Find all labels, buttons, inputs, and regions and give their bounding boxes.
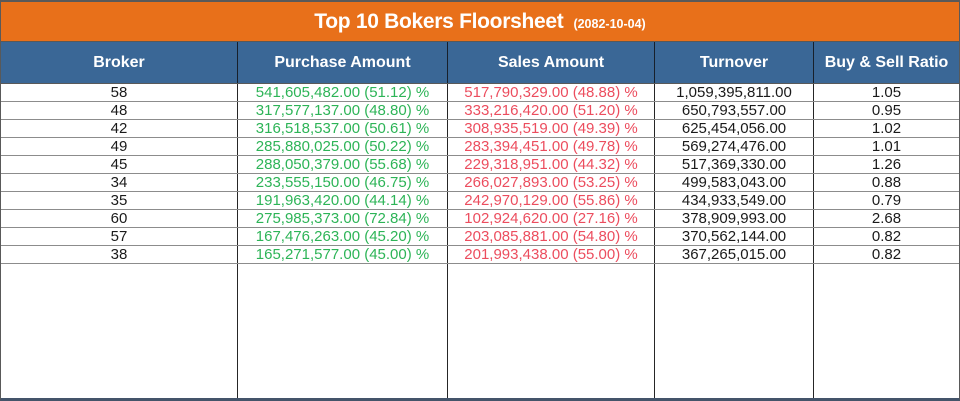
turnover-cell: 370,562,144.00 bbox=[655, 228, 814, 245]
column-header-turnover: Turnover bbox=[655, 42, 814, 83]
ratio-cell: 1.02 bbox=[871, 120, 902, 137]
sales-cell: 266,027,893.00 (53.25) % bbox=[448, 174, 655, 191]
title-bar: Top 10 Bokers Floorsheet (2082-10-04) bbox=[1, 2, 959, 42]
title-date: (2082-10-04) bbox=[573, 16, 646, 31]
ratio-cell: 1.01 bbox=[871, 138, 902, 155]
purchase-cell: 233,555,150.00 (46.75) % bbox=[238, 174, 448, 191]
turnover-cell: 434,933,549.00 bbox=[655, 192, 814, 209]
table-row: 58 541,605,482.00 (51.12) % 517,790,329.… bbox=[1, 84, 959, 102]
table-row: 42 316,518,537.00 (50.61) % 308,935,519.… bbox=[1, 120, 959, 138]
turnover-cell: 499,583,043.00 bbox=[655, 174, 814, 191]
column-header-broker: Broker bbox=[1, 42, 238, 83]
column-header-sales: Sales Amount bbox=[448, 42, 655, 83]
column-header-ratio: Buy & Sell Ratio bbox=[824, 53, 949, 71]
ratio-cell: 2.68 bbox=[871, 210, 902, 227]
ratio-cell: 0.79 bbox=[871, 192, 902, 209]
broker-cell: 38 bbox=[1, 246, 238, 263]
sales-cell: 308,935,519.00 (49.39) % bbox=[448, 120, 655, 137]
purchase-cell: 165,271,577.00 (45.00) % bbox=[238, 246, 448, 263]
purchase-cell: 191,963,420.00 (44.14) % bbox=[238, 192, 448, 209]
purchase-cell: 316,518,537.00 (50.61) % bbox=[238, 120, 448, 137]
sales-cell: 229,318,951.00 (44.32) % bbox=[448, 156, 655, 173]
broker-cell: 42 bbox=[1, 120, 238, 137]
turnover-cell: 569,274,476.00 bbox=[655, 138, 814, 155]
table-row: 38 165,271,577.00 (45.00) % 201,993,438.… bbox=[1, 246, 959, 264]
sales-cell: 242,970,129.00 (55.86) % bbox=[448, 192, 655, 209]
broker-cell: 48 bbox=[1, 102, 238, 119]
table-body: 58 541,605,482.00 (51.12) % 517,790,329.… bbox=[1, 84, 959, 264]
table-row: 35 191,963,420.00 (44.14) % 242,970,129.… bbox=[1, 192, 959, 210]
broker-cell: 45 bbox=[1, 156, 238, 173]
ratio-cell: 0.88 bbox=[871, 174, 902, 191]
turnover-cell: 367,265,015.00 bbox=[655, 246, 814, 263]
broker-cell: 58 bbox=[1, 84, 238, 101]
sales-cell: 333,216,420.00 (51.20) % bbox=[448, 102, 655, 119]
purchase-cell: 288,050,379.00 (55.68) % bbox=[238, 156, 448, 173]
ratio-cell: 0.95 bbox=[871, 102, 902, 119]
cutoff-partial-row bbox=[1, 264, 959, 398]
broker-cell: 49 bbox=[1, 138, 238, 155]
broker-cell: 60 bbox=[1, 210, 238, 227]
broker-cell: 35 bbox=[1, 192, 238, 209]
sales-cell: 517,790,329.00 (48.88) % bbox=[448, 84, 655, 101]
sales-cell: 203,085,881.00 (54.80) % bbox=[448, 228, 655, 245]
table-row: 48 317,577,137.00 (48.80) % 333,216,420.… bbox=[1, 102, 959, 120]
turnover-cell: 625,454,056.00 bbox=[655, 120, 814, 137]
turnover-cell: 517,369,330.00 bbox=[655, 156, 814, 173]
column-header-purchase: Purchase Amount bbox=[238, 42, 448, 83]
ratio-cell: 1.05 bbox=[871, 84, 902, 101]
purchase-cell: 317,577,137.00 (48.80) % bbox=[238, 102, 448, 119]
sales-cell: 283,394,451.00 (49.78) % bbox=[448, 138, 655, 155]
ratio-cell: 0.82 bbox=[871, 228, 902, 245]
purchase-cell: 285,880,025.00 (50.22) % bbox=[238, 138, 448, 155]
turnover-cell: 1,059,395,811.00 bbox=[655, 84, 814, 101]
sales-cell: 102,924,620.00 (27.16) % bbox=[448, 210, 655, 227]
broker-cell: 34 bbox=[1, 174, 238, 191]
purchase-cell: 541,605,482.00 (51.12) % bbox=[238, 84, 448, 101]
ratio-cell: 1.26 bbox=[871, 156, 902, 173]
table-row: 45 288,050,379.00 (55.68) % 229,318,951.… bbox=[1, 156, 959, 174]
ratio-cell: 0.82 bbox=[871, 246, 902, 263]
turnover-cell: 650,793,557.00 bbox=[655, 102, 814, 119]
table-row: 34 233,555,150.00 (46.75) % 266,027,893.… bbox=[1, 174, 959, 192]
sales-cell: 201,993,438.00 (55.00) % bbox=[448, 246, 655, 263]
broker-cell: 57 bbox=[1, 228, 238, 245]
page-title: Top 10 Bokers Floorsheet bbox=[314, 9, 564, 33]
turnover-cell: 378,909,993.00 bbox=[655, 210, 814, 227]
table-row: 60 275,985,373.00 (72.84) % 102,924,620.… bbox=[1, 210, 959, 228]
purchase-cell: 167,476,263.00 (45.20) % bbox=[238, 228, 448, 245]
column-header-row: Broker Purchase Amount Sales Amount Turn… bbox=[1, 42, 959, 84]
table-row: 49 285,880,025.00 (50.22) % 283,394,451.… bbox=[1, 138, 959, 156]
purchase-cell: 275,985,373.00 (72.84) % bbox=[238, 210, 448, 227]
table-row: 57 167,476,263.00 (45.20) % 203,085,881.… bbox=[1, 228, 959, 246]
